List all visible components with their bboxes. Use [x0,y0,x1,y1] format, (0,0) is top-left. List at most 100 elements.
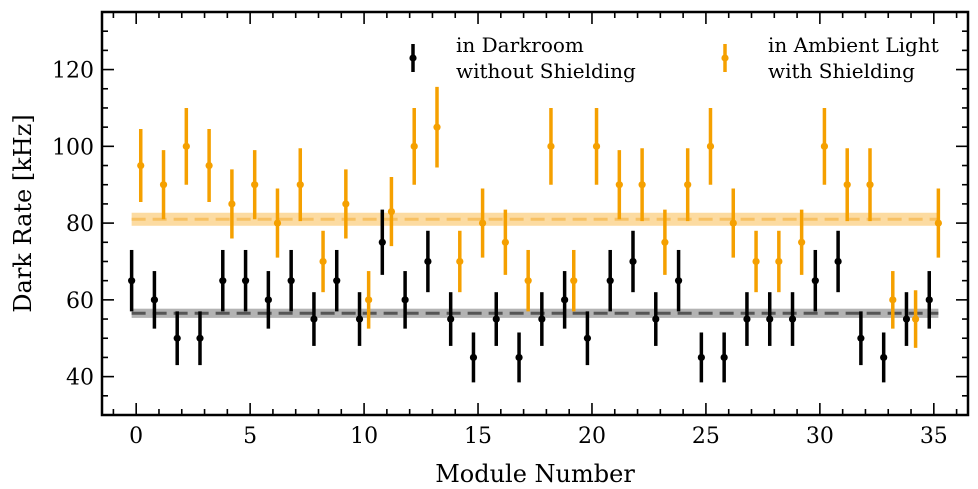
plot-frame [100,10,970,417]
data-point-s0-1 [150,296,159,304]
data-point-s0-16 [492,315,500,323]
data-point-s1-13 [433,123,441,131]
data-point-s1-3 [205,161,213,170]
data-points [128,86,942,383]
data-point-s0-25 [697,353,705,362]
data-point-s0-31 [834,257,842,266]
data-point-s0-9 [333,277,341,285]
data-point-s0-8 [310,315,318,323]
data-point-s1-24 [684,181,692,189]
data-point-s1-10 [365,296,373,304]
data-point-s1-28 [775,257,783,266]
data-point-s0-22 [629,257,637,266]
data-point-s0-20 [583,334,592,342]
data-point-s0-4 [219,277,227,285]
data-point-s1-21 [615,181,623,189]
data-point-s0-23 [652,315,660,323]
data-point-s0-2 [173,334,181,342]
legend-label-0-line-0: in Darkroom [456,33,584,57]
data-point-s1-20 [592,142,601,150]
data-point-s1-29 [798,238,806,246]
x-tick-label: 25 [692,424,720,449]
data-point-s1-5 [251,181,259,189]
x-tick-label: 20 [578,424,606,449]
data-point-s1-16 [501,238,509,246]
data-point-s0-11 [378,238,386,246]
data-point-s1-4 [228,200,236,208]
data-point-s0-29 [788,315,797,323]
data-point-s1-19 [570,277,578,285]
legend-marker-dot-0 [409,54,417,62]
data-point-s0-14 [447,315,455,323]
data-point-s1-30 [820,142,829,150]
data-point-s1-32 [866,181,874,189]
data-point-s1-9 [342,200,350,208]
x-tick-label: 35 [920,424,948,449]
legend-label-0-line-1: without Shielding [456,59,636,83]
x-axis-label: Module Number [435,460,635,488]
data-point-s0-35 [925,296,933,304]
x-tick-label: 0 [129,424,143,449]
y-tick-label: 80 [66,212,94,237]
data-point-s1-25 [706,142,715,150]
data-point-s0-18 [538,315,546,323]
data-point-s1-14 [456,257,464,266]
data-point-s0-32 [857,334,865,342]
x-tick-label: 30 [806,424,834,449]
data-point-s0-19 [561,296,569,304]
data-point-s0-27 [743,315,751,323]
data-point-s1-7 [296,181,304,189]
data-point-s1-31 [843,181,851,189]
data-point-s1-23 [661,238,669,246]
data-point-s0-6 [264,296,272,304]
legend-marker-dot-1 [721,54,729,62]
data-point-s0-26 [720,353,728,362]
data-point-s0-13 [424,257,432,266]
data-point-s0-7 [287,277,295,285]
data-point-s1-8 [319,257,327,266]
y-tick-label: 120 [52,59,94,84]
data-point-s0-33 [880,353,888,362]
y-axis-label: Dark Rate [kHz] [9,114,37,312]
data-point-s1-0 [137,161,145,170]
data-point-s1-33 [889,296,897,304]
data-point-s0-34 [902,315,911,323]
data-point-s0-0 [128,277,136,285]
data-point-s0-24 [674,277,683,285]
data-point-s1-27 [752,257,760,266]
data-point-s1-17 [524,277,532,285]
data-point-s1-2 [182,142,190,150]
y-tick-label: 40 [66,366,94,391]
data-point-s1-12 [410,142,418,150]
data-point-s0-15 [469,353,478,362]
axes: 0 5 10 15 20 25 30 35 40 60 80 100 120 Module Number D… [9,10,970,488]
data-point-s1-34 [911,315,920,323]
data-point-s1-35 [934,219,942,227]
data-point-s0-5 [241,277,250,285]
data-point-s1-18 [547,142,555,150]
x-tick-label: 15 [464,424,492,449]
x-tick-label: 10 [350,424,378,449]
data-point-s0-21 [606,277,614,285]
data-point-s1-11 [387,207,396,216]
legend-label-1-line-1: with Shielding [768,59,915,83]
data-point-s1-15 [478,219,487,227]
data-point-s0-28 [766,315,774,323]
data-point-s1-22 [638,181,646,189]
data-point-s0-30 [811,277,819,285]
data-point-s0-17 [515,353,523,362]
x-tick-label: 5 [243,424,257,449]
data-point-s1-26 [729,219,737,227]
data-point-s0-12 [401,296,409,304]
data-point-s0-10 [355,315,364,323]
mean-bands [131,212,939,318]
data-point-s1-1 [159,181,168,189]
y-tick-label: 100 [52,135,94,160]
legend-label-1-line-0: in Ambient Light [768,33,939,57]
y-tick-label: 60 [66,289,94,314]
data-point-s1-6 [273,219,282,227]
data-point-s0-3 [196,334,204,342]
